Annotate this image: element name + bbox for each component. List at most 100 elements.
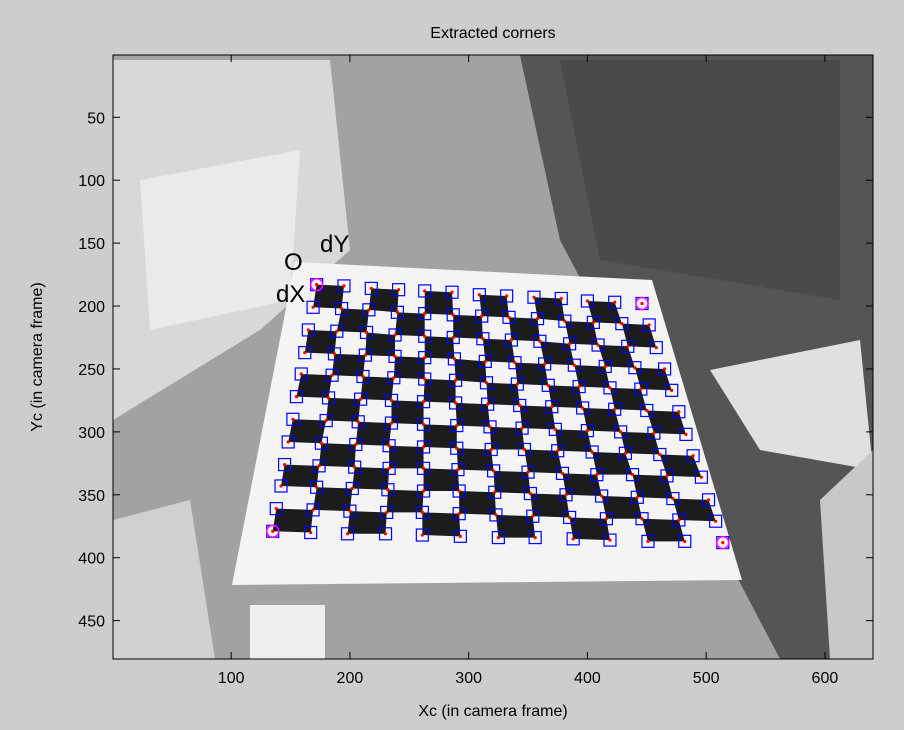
board-square [479,295,509,318]
corner-center [454,401,457,404]
corner-center [423,335,426,338]
corner-center [386,488,389,491]
corner-center [422,467,425,470]
corner-center [505,294,508,297]
corner-center [640,302,643,305]
corner-center [484,360,487,363]
corner-center [387,444,390,447]
corner-center [631,473,634,476]
corner-center [560,297,563,300]
board-square [332,354,365,377]
corner-center [683,540,686,543]
corner-center [691,454,694,457]
board-square [425,291,454,315]
corner-center [480,315,483,318]
corner-center [365,331,368,334]
corner-center [390,421,393,424]
corner-center [513,361,516,364]
corner-center [591,450,594,453]
corner-center [620,322,623,325]
board-square [296,374,332,398]
corner-center [663,367,666,370]
corner-center [619,430,622,433]
corner-center [481,337,484,340]
corner-center [510,338,513,341]
corner-center [586,299,589,302]
corner-center [455,424,458,427]
board-square [337,309,369,333]
board-square [356,422,392,446]
corner-center [497,536,500,539]
corner-center [311,306,314,309]
corner-center [423,356,426,359]
corner-center [568,516,571,519]
board-square [391,400,423,424]
corner-center [361,375,364,378]
corner-center [543,362,546,365]
corner-center [287,440,290,443]
y-tick-label: 100 [78,173,105,190]
corner-center [626,345,629,348]
board-square [565,321,598,345]
board-square [389,446,423,469]
corner-center [478,293,481,296]
figure: Extracted corners Xc (in camera frame) Y… [0,0,904,730]
board-square [483,339,515,363]
corner-center [390,399,393,402]
corner-center [492,469,495,472]
corner-center [317,464,320,467]
corner-center [300,372,303,375]
corner-center [523,448,526,451]
corner-center [652,432,655,435]
corner-center [529,492,532,495]
corner-center [327,396,330,399]
corner-center [385,511,388,514]
y-tick-label: 300 [78,425,105,442]
corner-center [454,379,457,382]
corner-center [538,340,541,343]
corner-center [700,476,703,479]
x-tick-label: 300 [455,670,482,687]
corner-center [633,366,636,369]
corner-center [450,291,453,294]
corner-center [534,536,537,539]
corner-center [275,507,278,510]
y-axis-label: Yc (in camera frame) [29,282,46,431]
board-square [486,383,519,406]
corner-center [396,311,399,314]
board-square [574,365,610,388]
corner-center [364,354,367,357]
corner-center [636,496,639,499]
corner-center [677,518,680,521]
corner-center [677,410,680,413]
y-tick-label: 450 [78,614,105,631]
x-axis-label: Xc (in camera frame) [418,703,567,720]
x-tick-label: 600 [812,670,839,687]
corner-center [458,512,461,515]
corner-center [526,471,529,474]
corner-center [532,296,535,299]
corner-center [456,468,459,471]
corner-center [592,321,595,324]
corner-center [608,386,611,389]
y-tick-label: 200 [78,299,105,316]
dy-label: dY [320,231,349,258]
corner-center [291,418,294,421]
corner-center [531,515,534,518]
corner-center [325,419,328,422]
corner-center [645,409,648,412]
board-square [326,398,360,422]
board-square [490,427,524,450]
corner-center [387,467,390,470]
y-tick-label: 350 [78,488,105,505]
dx-label: dX [276,281,305,308]
corner-center [671,497,674,500]
corner-center [604,365,607,368]
corner-center [550,405,553,408]
board-square [456,403,490,427]
corner-center [655,346,658,349]
corner-center [646,540,649,543]
corner-center [315,283,318,286]
board-square [313,285,344,309]
corner-center [392,376,395,379]
